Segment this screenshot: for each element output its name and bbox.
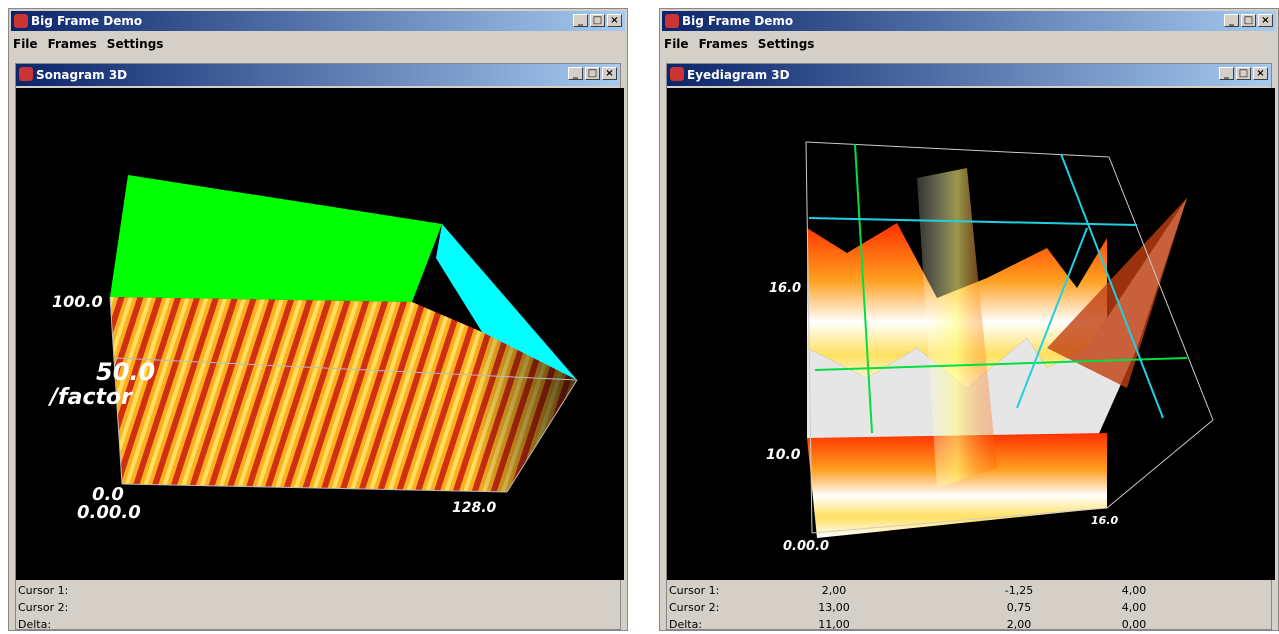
status-value: 2,00 [821,584,847,597]
maximize[interactable]: □ [1241,14,1256,27]
title-bar: Big Frame Demo _ □ × [662,11,1276,31]
menu-item[interactable]: Frames [47,37,97,51]
status-value: 2,00 [1006,618,1032,631]
status-label: Cursor 1: [669,584,720,597]
close[interactable]: × [1253,67,1268,80]
wireframe [805,141,1214,534]
menu-item[interactable]: File [13,37,38,51]
axis-label: 100.0 [52,292,103,311]
grid-green [814,143,1188,434]
menu-item[interactable]: Settings [106,37,164,51]
minimize[interactable]: _ [568,67,583,80]
menu-bar: File Frames Settings [13,37,163,51]
status-panel: Cursor 1: Cursor 2: Delta: [16,582,620,631]
minimize[interactable]: _ [1219,67,1234,80]
internal-frame: Sonagram 3D _ □ × 100.0 50.0 /factor 0.0 0… [15,63,624,631]
maximize[interactable]: □ [590,14,605,27]
status-row: Cursor 1: [18,584,620,600]
status-value: 4,00 [1121,584,1147,597]
frame-title: Sonagram 3D [36,68,128,82]
internal-frame: Eyediagram 3D _ □ × 16.0 10.0 16.0 0.00.0 … [666,63,1275,631]
status-label: Delta: [669,618,703,631]
maximize[interactable]: □ [1236,67,1251,80]
status-label: Delta: [18,618,52,631]
axis-label: /factor [47,385,133,410]
menu-item[interactable]: File [664,37,689,51]
grid-cyan [808,153,1164,419]
axis-label: 50.0 [96,358,155,386]
surface-top [110,175,442,302]
status-panel: Cursor 1: 2,00 -1,25 4,00 Cursor 2: 13,00 0,75… [667,582,1271,631]
menu-item[interactable]: Frames [698,37,748,51]
status-label: Cursor 2: [18,601,69,614]
status-value: -1,25 [1004,584,1034,597]
axis-label: 0.0 [92,484,124,505]
window: Big Frame Demo _ □ × File Frames Settings So… [8,8,628,631]
title-bar: Big Frame Demo _ □ × [11,11,625,31]
close[interactable]: × [1258,14,1273,27]
window-title: Big Frame Demo [31,14,143,28]
frame-title-bar: Eyediagram 3D _ □ × [667,64,1271,86]
window: Big Frame Demo _ □ × File Frames Settings Ey… [659,8,1279,631]
maximize[interactable]: □ [585,67,600,80]
frame-title: Eyediagram 3D [687,68,790,82]
window-title: Big Frame Demo [682,14,794,28]
status-value: 4,00 [1121,601,1147,614]
close[interactable]: × [602,67,617,80]
status-row: Delta: [18,618,620,634]
plot-3d: 100.0 50.0 /factor 0.0 0.00.0 128.0 [16,88,624,580]
minimize[interactable]: _ [573,14,588,27]
status-value: 13,00 [818,601,850,614]
axis-label: 128.0 [452,500,497,516]
menu-item[interactable]: Settings [757,37,815,51]
status-label: Cursor 1: [18,584,69,597]
axis-label: 16.0 [1091,514,1118,527]
status-value: 0,75 [1006,601,1032,614]
close[interactable]: × [607,14,622,27]
status-row: Delta: 11,00 2,00 0,00 [669,618,1271,634]
status-row: Cursor 2: [18,601,620,617]
wireframe [109,296,578,493]
axis-label: 10.0 [766,447,801,463]
axis-label: 16.0 [769,281,801,296]
axis-label: 0.00.0 [783,539,829,554]
status-row: Cursor 1: 2,00 -1,25 4,00 [669,584,1271,600]
menu-bar: File Frames Settings [664,37,814,51]
axis-label: 0.00.0 [77,502,141,523]
plot-3d: 16.0 10.0 16.0 0.00.0 [667,88,1275,580]
status-value: 0,00 [1121,618,1147,631]
status-value: 11,00 [818,618,850,631]
frame-title-bar: Sonagram 3D _ □ × [16,64,620,86]
status-row: Cursor 2: 13,00 0,75 4,00 [669,601,1271,617]
minimize[interactable]: _ [1224,14,1239,27]
status-label: Cursor 2: [669,601,720,614]
